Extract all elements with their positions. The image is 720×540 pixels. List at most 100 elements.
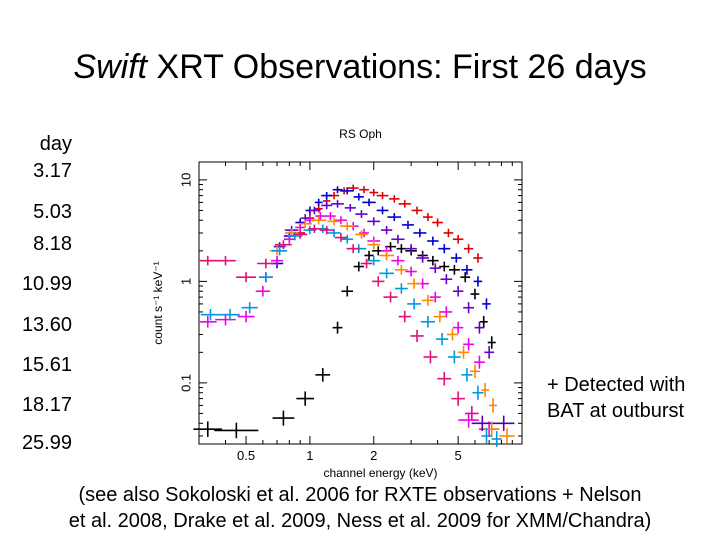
day-label: 15.61: [21, 354, 72, 376]
x-tick-label: 1: [306, 448, 313, 463]
data-point: [446, 328, 458, 341]
data-point: [315, 368, 331, 382]
data-point: [379, 250, 395, 261]
y-axis-label: count s⁻¹ keV⁻¹: [151, 261, 165, 344]
data-point: [200, 308, 221, 321]
data-point: [463, 338, 475, 351]
data-point: [448, 350, 461, 364]
data-point: [332, 321, 343, 334]
bat-detection-note: + Detected with BAT at outburst: [547, 374, 686, 422]
data-point: [481, 428, 492, 444]
data-point: [398, 200, 411, 208]
data-point: [314, 198, 323, 207]
data-point: [411, 206, 423, 215]
data-point: [395, 264, 408, 275]
data-point: [402, 220, 414, 230]
data-point: [367, 240, 381, 250]
data-point: [405, 266, 417, 277]
data-point: [376, 206, 389, 215]
data-point: [413, 228, 427, 238]
data-point: [334, 216, 348, 225]
data-point: [391, 255, 405, 266]
data-point: [439, 261, 450, 272]
x-tick-label: 0.5: [237, 448, 255, 463]
data-point: [214, 422, 259, 439]
data-point: [405, 244, 417, 254]
data-point: [427, 236, 439, 246]
data-point: [437, 371, 452, 386]
series-3: [258, 200, 494, 359]
x-tick-label: 5: [455, 448, 462, 463]
data-point: [421, 294, 434, 306]
data-point: [416, 253, 429, 263]
data-point: [469, 364, 481, 379]
data-point: [461, 264, 473, 275]
data-point: [427, 255, 439, 266]
data-point: [308, 224, 321, 233]
data-point: [257, 258, 275, 269]
data-point: [452, 285, 464, 297]
data-point: [325, 212, 336, 221]
data-point: [315, 212, 326, 221]
data-point: [491, 431, 502, 447]
data-point: [340, 222, 355, 231]
data-point: [484, 345, 494, 359]
data-point: [367, 255, 381, 266]
data-point: [272, 410, 295, 426]
series-6: [200, 224, 484, 400]
data-point: [347, 184, 359, 192]
data-point: [355, 230, 368, 239]
day-label: 8.18: [33, 233, 72, 255]
data-point: [237, 310, 255, 323]
data-point: [499, 428, 515, 444]
data-point: [396, 244, 407, 254]
data-point: [473, 276, 483, 287]
data-point: [355, 210, 368, 219]
data-point: [379, 268, 395, 279]
data-point: [479, 315, 488, 328]
data-point: [241, 302, 258, 314]
data-point: [407, 278, 422, 289]
data-point: [423, 350, 438, 364]
data-point: [369, 189, 379, 197]
data-point: [387, 213, 402, 222]
data-point: [334, 233, 348, 242]
series-8: [458, 412, 500, 437]
data-point: [359, 228, 369, 238]
data-point: [360, 258, 373, 269]
data-point: [319, 225, 334, 235]
day-label: 25.99: [21, 432, 72, 454]
data-point: [450, 253, 462, 263]
data-point: [346, 244, 360, 254]
y-tick-label: 10: [178, 173, 193, 187]
data-point: [487, 336, 496, 349]
x-axis-label: channel energy (keV): [323, 466, 437, 480]
data-point: [215, 255, 236, 266]
data-point: [461, 368, 473, 382]
data-point: [443, 228, 454, 238]
day-label: 13.60: [21, 314, 72, 336]
day-label: 18.17: [21, 394, 72, 416]
series-9: [471, 415, 515, 431]
data-point: [275, 240, 292, 250]
data-point: [472, 385, 484, 400]
data-point: [314, 204, 323, 213]
data-point: [372, 276, 385, 287]
data-point: [432, 218, 444, 227]
data-point: [473, 253, 483, 263]
data-point: [482, 298, 491, 310]
day-label: 3.17: [33, 160, 72, 182]
data-point: [353, 261, 364, 272]
data-point: [389, 195, 400, 203]
data-point: [440, 274, 453, 285]
data-point: [474, 321, 485, 334]
data-point: [489, 398, 497, 413]
data-point: [423, 213, 433, 222]
data-point: [215, 313, 236, 326]
data-point: [464, 405, 479, 421]
data-point: [362, 198, 376, 207]
data-point: [481, 383, 490, 398]
data-point: [474, 355, 485, 369]
data-point: [471, 415, 494, 431]
data-point: [270, 255, 284, 266]
